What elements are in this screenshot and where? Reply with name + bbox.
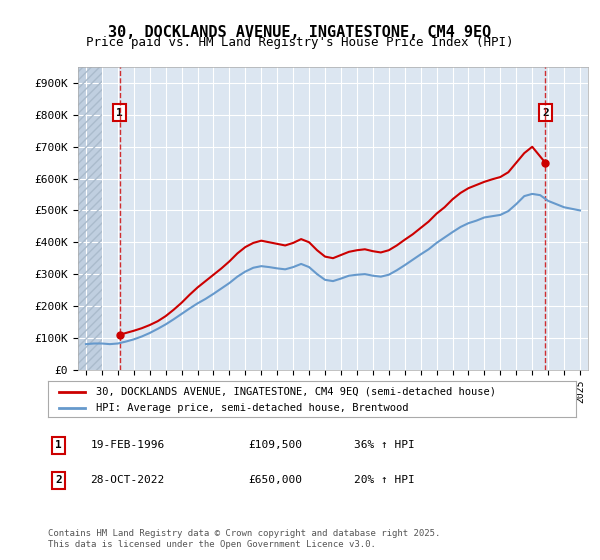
Text: 30, DOCKLANDS AVENUE, INGATESTONE, CM4 9EQ (semi-detached house): 30, DOCKLANDS AVENUE, INGATESTONE, CM4 9… xyxy=(95,387,496,396)
Text: 20% ↑ HPI: 20% ↑ HPI xyxy=(354,475,415,486)
Text: 2: 2 xyxy=(542,108,548,118)
Text: 30, DOCKLANDS AVENUE, INGATESTONE, CM4 9EQ: 30, DOCKLANDS AVENUE, INGATESTONE, CM4 9… xyxy=(109,25,491,40)
Text: HPI: Average price, semi-detached house, Brentwood: HPI: Average price, semi-detached house,… xyxy=(95,403,408,413)
Text: 1: 1 xyxy=(55,440,62,450)
Text: 28-OCT-2022: 28-OCT-2022 xyxy=(90,475,164,486)
Bar xyxy=(78,67,102,370)
Text: Contains HM Land Registry data © Crown copyright and database right 2025.
This d: Contains HM Land Registry data © Crown c… xyxy=(48,529,440,549)
Text: £109,500: £109,500 xyxy=(248,440,302,450)
Text: 1: 1 xyxy=(116,108,123,118)
Text: 2: 2 xyxy=(55,475,62,486)
Text: Price paid vs. HM Land Registry's House Price Index (HPI): Price paid vs. HM Land Registry's House … xyxy=(86,36,514,49)
Text: 19-FEB-1996: 19-FEB-1996 xyxy=(90,440,164,450)
Text: 36% ↑ HPI: 36% ↑ HPI xyxy=(354,440,415,450)
Text: £650,000: £650,000 xyxy=(248,475,302,486)
